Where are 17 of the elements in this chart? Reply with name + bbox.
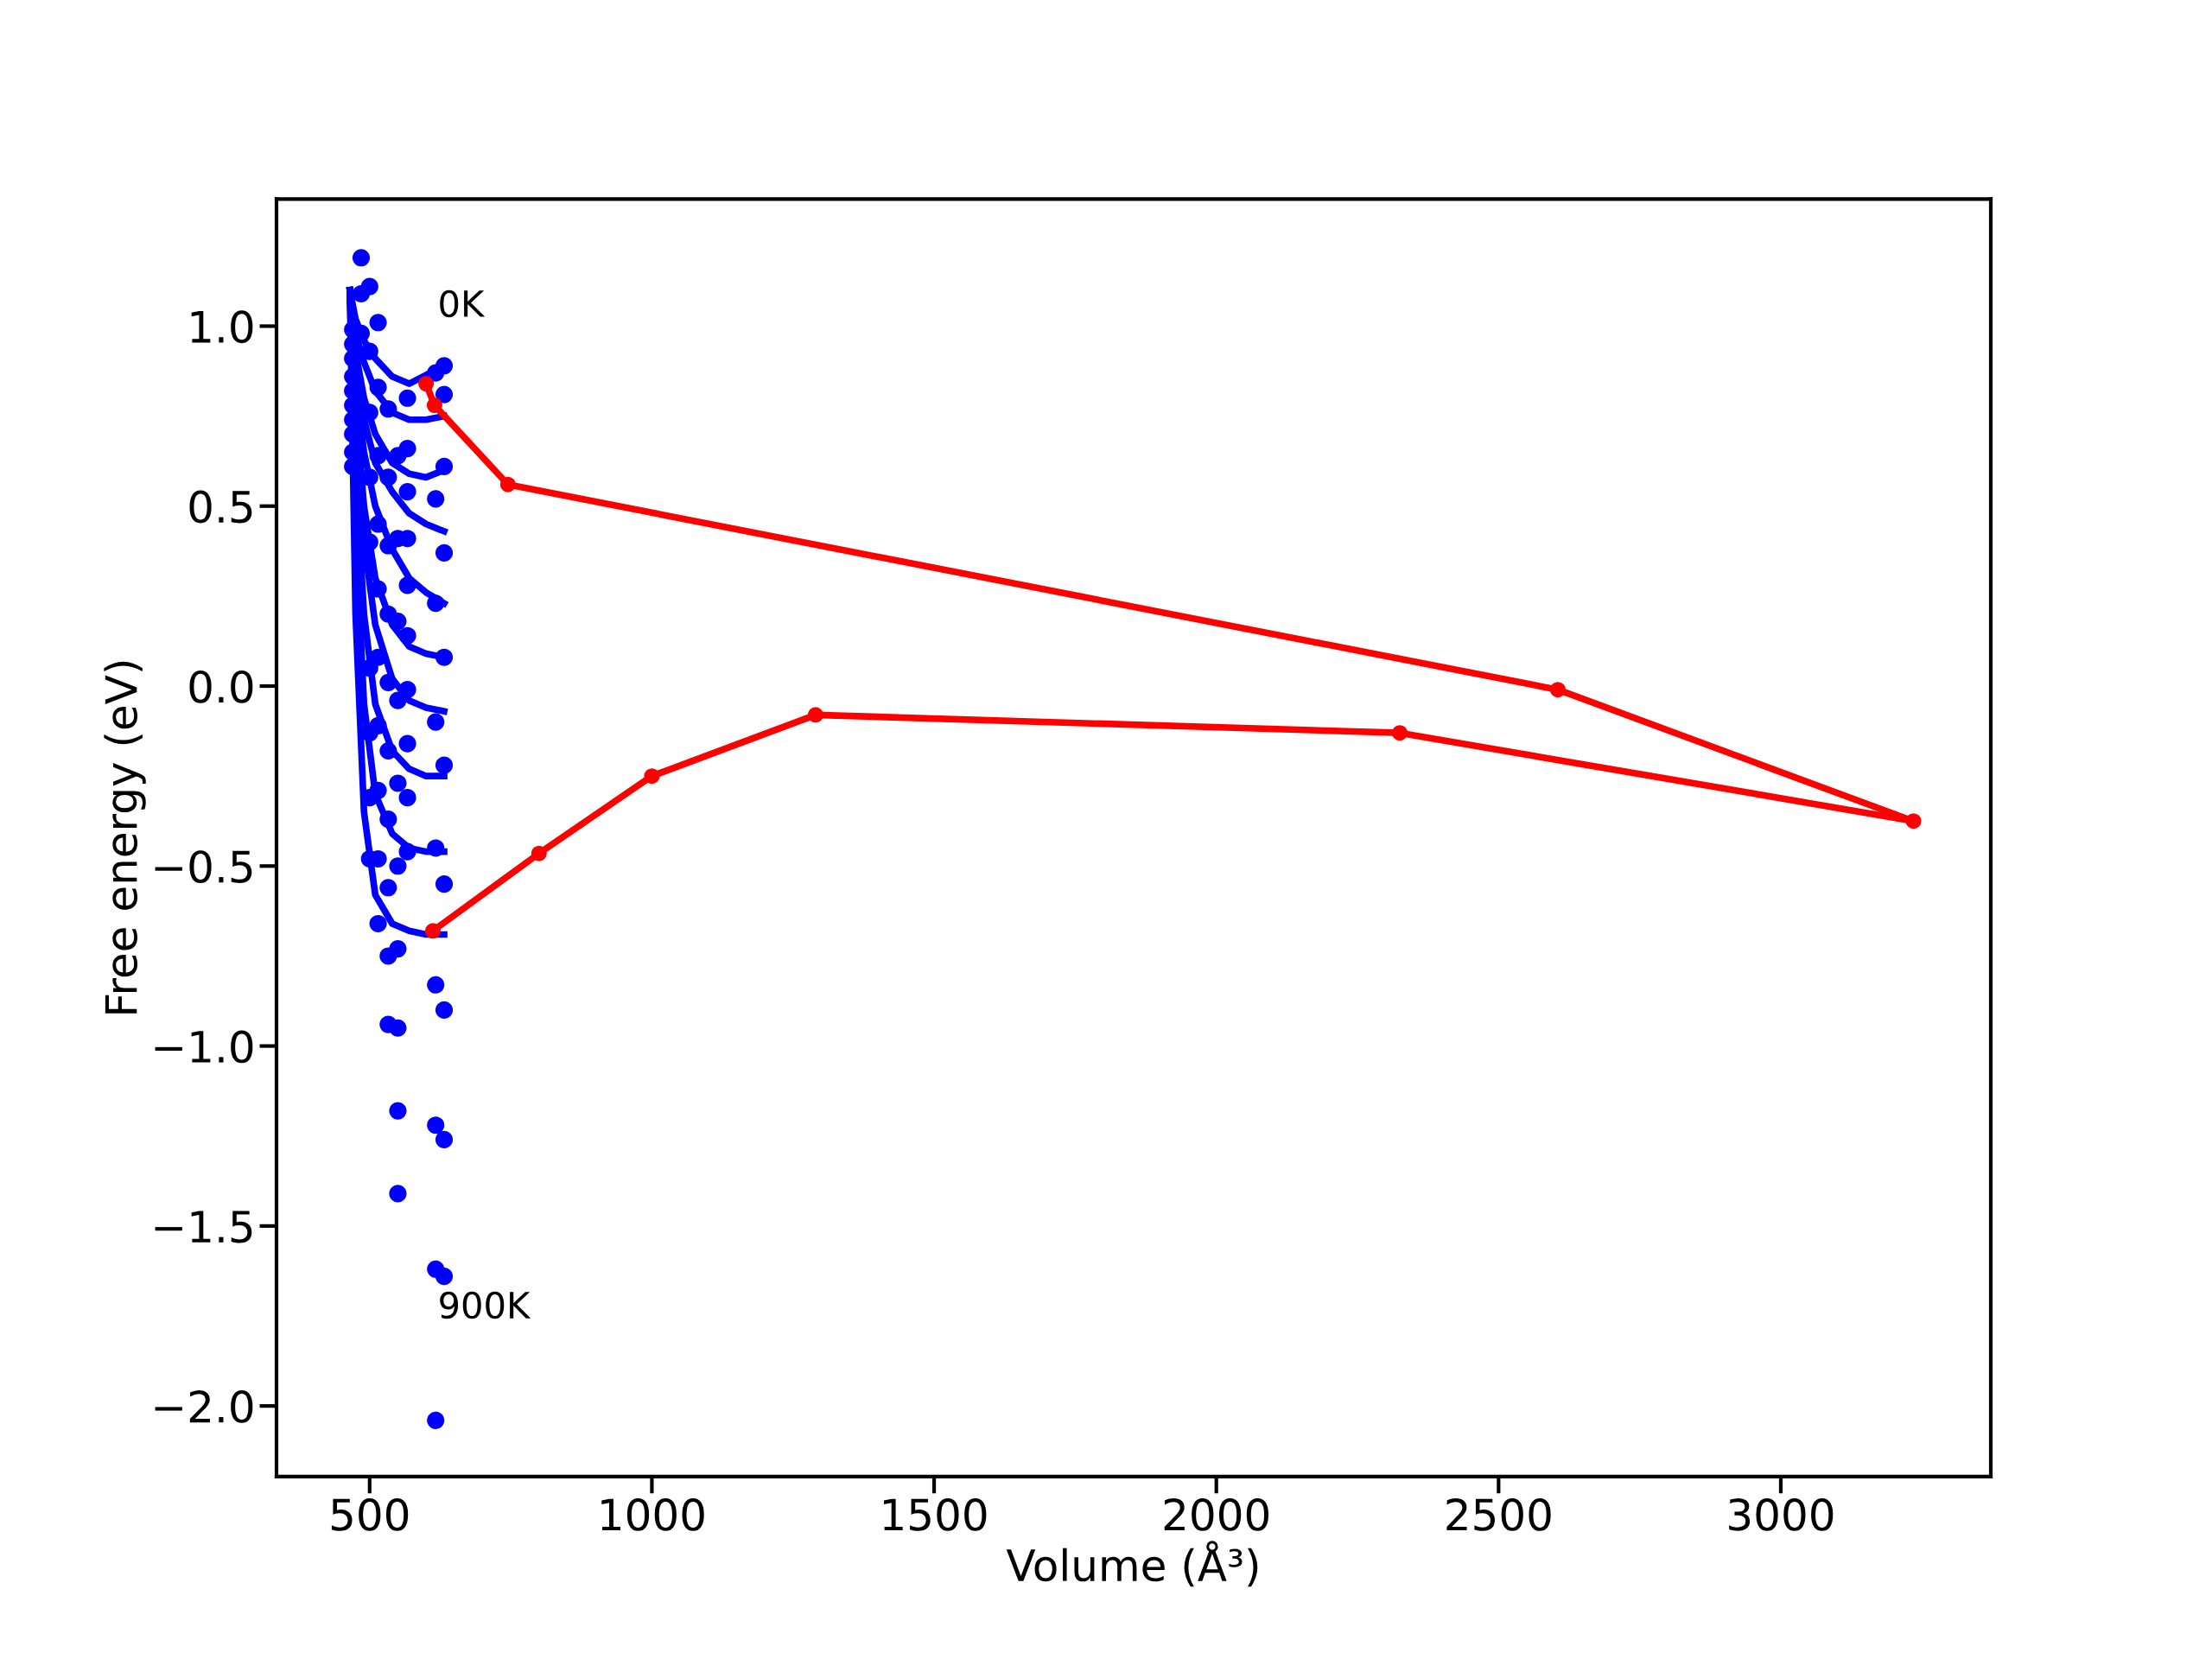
x-tick-label: 1500 <box>883 1497 987 1531</box>
y-tick-label: −0.5 <box>155 850 252 884</box>
y-tick-label: −2.0 <box>155 1390 253 1423</box>
y-axis-title: Free energy (eV) <box>104 661 146 1014</box>
annotation: 900K <box>440 1291 531 1319</box>
x-tick-label: 2500 <box>1446 1497 1551 1531</box>
x-axis-title: Volume (Å³) <box>1006 1541 1258 1587</box>
y-tick-label: 1.0 <box>191 310 253 344</box>
y-tick-label: 0.0 <box>189 670 253 703</box>
annotation: 0K <box>440 289 486 318</box>
y-tick-label: 0.5 <box>189 490 252 524</box>
x-tick-label: 3000 <box>1729 1497 1834 1531</box>
x-tick-label: 1000 <box>601 1497 704 1531</box>
x-tick-label: 2000 <box>1164 1497 1269 1531</box>
y-tick-label: −1.0 <box>155 1030 253 1064</box>
y-tick-label: −1.5 <box>155 1211 252 1243</box>
x-tick-label: 500 <box>331 1497 409 1531</box>
